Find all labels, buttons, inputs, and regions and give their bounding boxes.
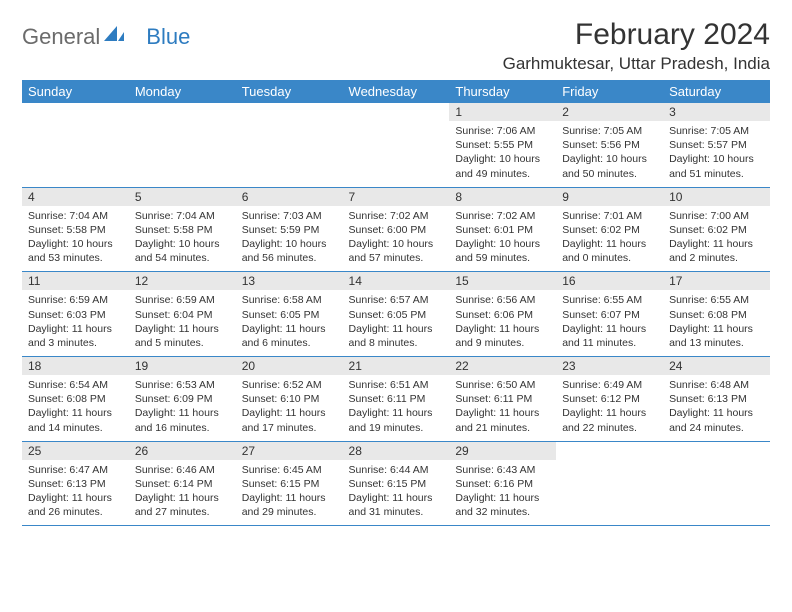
day-detail-cell: Sunrise: 6:44 AM Sunset: 6:15 PM Dayligh… xyxy=(343,460,450,526)
day-number-cell xyxy=(343,103,450,121)
day-detail-cell: Sunrise: 6:55 AM Sunset: 6:07 PM Dayligh… xyxy=(556,290,663,356)
brand-part1: General xyxy=(22,24,100,50)
day-detail-cell xyxy=(129,121,236,187)
day-number-cell: 5 xyxy=(129,187,236,206)
day-header-row: Sunday Monday Tuesday Wednesday Thursday… xyxy=(22,80,770,103)
brand-logo: General Blue xyxy=(22,18,190,50)
week-detail-row: Sunrise: 6:59 AM Sunset: 6:03 PM Dayligh… xyxy=(22,290,770,356)
week-detail-row: Sunrise: 7:04 AM Sunset: 5:58 PM Dayligh… xyxy=(22,206,770,272)
day-detail-cell xyxy=(663,460,770,526)
day-detail-cell: Sunrise: 7:05 AM Sunset: 5:57 PM Dayligh… xyxy=(663,121,770,187)
day-detail-cell: Sunrise: 7:06 AM Sunset: 5:55 PM Dayligh… xyxy=(449,121,556,187)
day-detail-cell: Sunrise: 6:46 AM Sunset: 6:14 PM Dayligh… xyxy=(129,460,236,526)
day-header: Friday xyxy=(556,80,663,103)
day-detail-cell: Sunrise: 6:59 AM Sunset: 6:03 PM Dayligh… xyxy=(22,290,129,356)
day-number-cell: 16 xyxy=(556,272,663,291)
day-detail-cell: Sunrise: 7:04 AM Sunset: 5:58 PM Dayligh… xyxy=(22,206,129,272)
title-block: February 2024 Garhmuktesar, Uttar Prades… xyxy=(503,18,770,74)
day-number-cell: 1 xyxy=(449,103,556,121)
day-number-cell: 27 xyxy=(236,441,343,460)
day-header: Thursday xyxy=(449,80,556,103)
day-number-cell: 14 xyxy=(343,272,450,291)
day-number-cell: 25 xyxy=(22,441,129,460)
month-title: February 2024 xyxy=(503,18,770,52)
day-number-cell: 19 xyxy=(129,357,236,376)
day-number-cell: 2 xyxy=(556,103,663,121)
day-detail-cell: Sunrise: 6:45 AM Sunset: 6:15 PM Dayligh… xyxy=(236,460,343,526)
day-detail-cell: Sunrise: 6:49 AM Sunset: 6:12 PM Dayligh… xyxy=(556,375,663,441)
day-detail-cell: Sunrise: 6:58 AM Sunset: 6:05 PM Dayligh… xyxy=(236,290,343,356)
day-detail-cell: Sunrise: 7:04 AM Sunset: 5:58 PM Dayligh… xyxy=(129,206,236,272)
day-number-cell: 12 xyxy=(129,272,236,291)
day-detail-cell: Sunrise: 7:03 AM Sunset: 5:59 PM Dayligh… xyxy=(236,206,343,272)
day-number-cell: 11 xyxy=(22,272,129,291)
week-detail-row: Sunrise: 6:54 AM Sunset: 6:08 PM Dayligh… xyxy=(22,375,770,441)
day-number-cell: 7 xyxy=(343,187,450,206)
day-detail-cell xyxy=(22,121,129,187)
week-daynum-row: 45678910 xyxy=(22,187,770,206)
day-number-cell xyxy=(129,103,236,121)
day-number-cell: 9 xyxy=(556,187,663,206)
day-number-cell: 13 xyxy=(236,272,343,291)
day-detail-cell: Sunrise: 6:47 AM Sunset: 6:13 PM Dayligh… xyxy=(22,460,129,526)
day-header: Saturday xyxy=(663,80,770,103)
calendar-table: Sunday Monday Tuesday Wednesday Thursday… xyxy=(22,80,770,526)
day-number-cell: 28 xyxy=(343,441,450,460)
week-detail-row: Sunrise: 6:47 AM Sunset: 6:13 PM Dayligh… xyxy=(22,460,770,526)
day-header: Wednesday xyxy=(343,80,450,103)
day-detail-cell: Sunrise: 6:56 AM Sunset: 6:06 PM Dayligh… xyxy=(449,290,556,356)
header: General Blue February 2024 Garhmuktesar,… xyxy=(22,18,770,74)
day-detail-cell: Sunrise: 6:48 AM Sunset: 6:13 PM Dayligh… xyxy=(663,375,770,441)
day-detail-cell: Sunrise: 7:00 AM Sunset: 6:02 PM Dayligh… xyxy=(663,206,770,272)
location-label: Garhmuktesar, Uttar Pradesh, India xyxy=(503,54,770,74)
day-detail-cell: Sunrise: 6:55 AM Sunset: 6:08 PM Dayligh… xyxy=(663,290,770,356)
day-detail-cell: Sunrise: 6:51 AM Sunset: 6:11 PM Dayligh… xyxy=(343,375,450,441)
day-number-cell: 17 xyxy=(663,272,770,291)
day-number-cell: 20 xyxy=(236,357,343,376)
day-detail-cell xyxy=(236,121,343,187)
week-daynum-row: 18192021222324 xyxy=(22,357,770,376)
day-number-cell: 18 xyxy=(22,357,129,376)
day-detail-cell: Sunrise: 6:50 AM Sunset: 6:11 PM Dayligh… xyxy=(449,375,556,441)
day-detail-cell: Sunrise: 6:54 AM Sunset: 6:08 PM Dayligh… xyxy=(22,375,129,441)
day-number-cell xyxy=(663,441,770,460)
day-number-cell: 24 xyxy=(663,357,770,376)
day-number-cell: 26 xyxy=(129,441,236,460)
day-number-cell: 21 xyxy=(343,357,450,376)
day-detail-cell: Sunrise: 6:43 AM Sunset: 6:16 PM Dayligh… xyxy=(449,460,556,526)
day-number-cell xyxy=(22,103,129,121)
week-daynum-row: 11121314151617 xyxy=(22,272,770,291)
day-detail-cell: Sunrise: 7:05 AM Sunset: 5:56 PM Dayligh… xyxy=(556,121,663,187)
brand-part2: Blue xyxy=(146,24,190,50)
day-detail-cell xyxy=(343,121,450,187)
day-header: Monday xyxy=(129,80,236,103)
day-number-cell: 6 xyxy=(236,187,343,206)
day-number-cell xyxy=(236,103,343,121)
day-detail-cell: Sunrise: 7:01 AM Sunset: 6:02 PM Dayligh… xyxy=(556,206,663,272)
week-daynum-row: 123 xyxy=(22,103,770,121)
day-header: Tuesday xyxy=(236,80,343,103)
brand-sail-icon xyxy=(104,26,124,49)
week-daynum-row: 2526272829 xyxy=(22,441,770,460)
day-header: Sunday xyxy=(22,80,129,103)
day-number-cell: 15 xyxy=(449,272,556,291)
day-detail-cell: Sunrise: 6:53 AM Sunset: 6:09 PM Dayligh… xyxy=(129,375,236,441)
day-detail-cell: Sunrise: 6:57 AM Sunset: 6:05 PM Dayligh… xyxy=(343,290,450,356)
day-detail-cell: Sunrise: 6:52 AM Sunset: 6:10 PM Dayligh… xyxy=(236,375,343,441)
day-detail-cell xyxy=(556,460,663,526)
day-number-cell: 23 xyxy=(556,357,663,376)
day-number-cell xyxy=(556,441,663,460)
day-detail-cell: Sunrise: 6:59 AM Sunset: 6:04 PM Dayligh… xyxy=(129,290,236,356)
week-detail-row: Sunrise: 7:06 AM Sunset: 5:55 PM Dayligh… xyxy=(22,121,770,187)
day-number-cell: 3 xyxy=(663,103,770,121)
day-number-cell: 8 xyxy=(449,187,556,206)
day-number-cell: 29 xyxy=(449,441,556,460)
day-number-cell: 10 xyxy=(663,187,770,206)
day-detail-cell: Sunrise: 7:02 AM Sunset: 6:00 PM Dayligh… xyxy=(343,206,450,272)
day-detail-cell: Sunrise: 7:02 AM Sunset: 6:01 PM Dayligh… xyxy=(449,206,556,272)
day-number-cell: 4 xyxy=(22,187,129,206)
day-number-cell: 22 xyxy=(449,357,556,376)
